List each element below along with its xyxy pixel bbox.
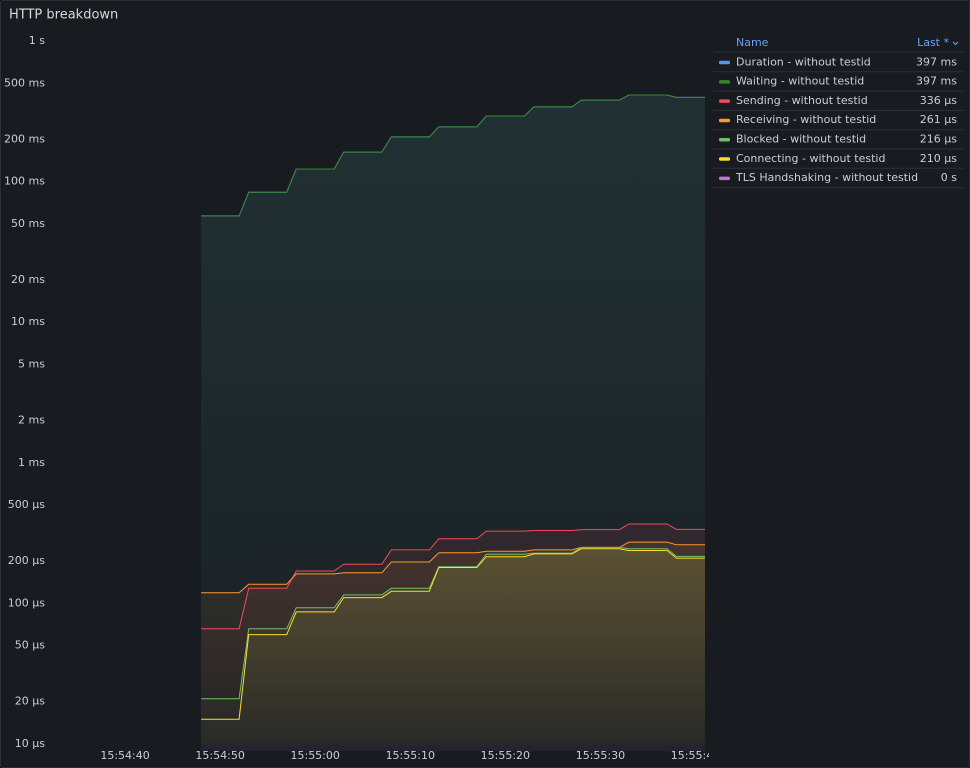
legend-name: Blocked - without testid (736, 133, 866, 146)
series-area (201, 548, 705, 744)
legend-name: Duration - without testid (736, 55, 871, 68)
y-tick-label: 50 µs (15, 639, 45, 652)
y-tick-label: 1 ms (18, 456, 45, 469)
legend-value: 336 µs (920, 94, 957, 107)
x-tick-label: 15:55:30 (576, 749, 625, 762)
x-tick-label: 15:55:40 (671, 749, 720, 762)
legend-swatch (719, 157, 730, 161)
legend-swatch (719, 99, 730, 103)
legend-swatch (719, 60, 730, 65)
legend-name: TLS Handshaking - without testid (735, 171, 918, 184)
legend-header: Name (736, 36, 769, 49)
legend-value: 261 µs (920, 113, 957, 126)
series-line (201, 548, 705, 720)
y-tick-label: 500 µs (8, 498, 45, 511)
legend-value: 397 ms (916, 75, 957, 88)
legend-name: Connecting - without testid (736, 152, 885, 165)
y-tick-label: 2 ms (18, 413, 45, 426)
legend-value: 210 µs (920, 152, 957, 165)
legend-value: 216 µs (920, 133, 957, 146)
legend-swatch (719, 80, 730, 84)
y-tick-label: 200 ms (4, 132, 45, 145)
legend-header: Last * (917, 36, 949, 49)
series-area (201, 744, 705, 751)
series-line (201, 541, 705, 594)
y-tick-label: 1 s (29, 34, 45, 47)
sort-icon (952, 41, 959, 46)
legend-name: Sending - without testid (736, 94, 868, 107)
legend-name: Waiting - without testid (736, 75, 864, 88)
legend-swatch (719, 138, 730, 142)
y-tick-label: 200 µs (8, 554, 45, 567)
legend-value: 0 s (941, 171, 957, 184)
legend-swatch (719, 176, 730, 181)
series-line (201, 94, 705, 217)
x-tick-label: 15:55:10 (386, 749, 435, 762)
x-tick-label: 15:55:20 (481, 749, 530, 762)
legend-swatch (719, 118, 730, 123)
y-tick-label: 20 µs (15, 695, 45, 708)
y-tick-label: 100 ms (4, 175, 45, 188)
y-tick-label: 5 ms (18, 358, 45, 371)
y-tick-label: 10 ms (11, 315, 45, 328)
y-tick-label: 50 ms (11, 217, 45, 230)
y-tick-label: 20 ms (11, 273, 45, 286)
x-tick-label: 15:55:00 (290, 749, 339, 762)
panel-title: HTTP breakdown (9, 8, 118, 23)
legend-value: 397 ms (916, 55, 957, 68)
y-tick-label: 500 ms (4, 76, 45, 89)
series-line (201, 546, 705, 700)
x-tick-label: 15:54:40 (100, 749, 149, 762)
x-tick-label: 15:54:50 (195, 749, 244, 762)
y-tick-label: 100 µs (8, 596, 45, 609)
y-tick-label: 10 µs (15, 737, 45, 750)
legend-name: Receiving - without testid (736, 113, 876, 126)
